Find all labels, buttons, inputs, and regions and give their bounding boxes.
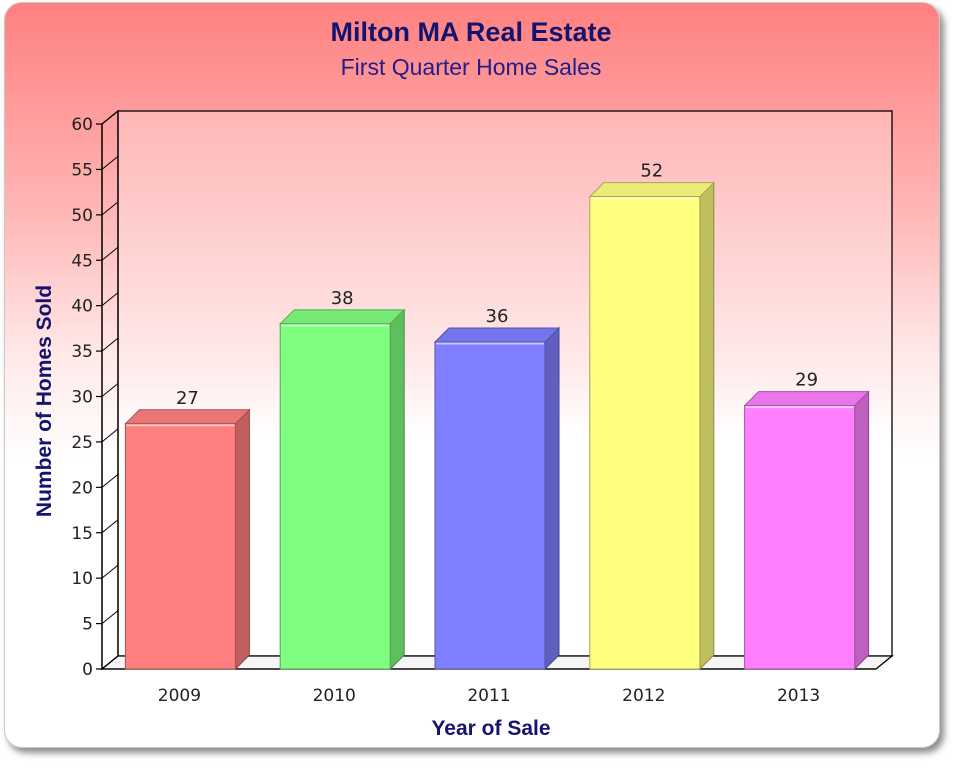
bar-2010	[279, 323, 391, 670]
y-tick-diagonal	[101, 156, 119, 170]
bar-2009	[124, 423, 236, 670]
y-tick-label: 45	[71, 251, 93, 271]
bar-top-2009	[124, 409, 251, 425]
y-tick-label: 25	[71, 433, 93, 453]
y-axis-title: Number of Homes Sold	[33, 285, 56, 517]
x-tick-label-2013: 2013	[777, 686, 820, 706]
y-tick-diagonal	[101, 383, 119, 397]
bar-side-2013	[854, 390, 870, 671]
x-tick-label-2009: 2009	[158, 686, 201, 706]
bar-2012	[589, 196, 701, 670]
y-tick-label: 15	[71, 524, 93, 544]
y-tick-diagonal	[101, 201, 119, 216]
bar-side-2012	[699, 181, 715, 671]
x-axis-title: Year of Sale	[431, 717, 550, 740]
y-tick-diagonal	[101, 473, 119, 488]
x-tick-label-2011: 2011	[467, 686, 510, 706]
bar-side-2010	[389, 308, 405, 671]
bar-top-2010	[278, 309, 406, 325]
bar-top-2013	[743, 391, 870, 407]
y-tick-diagonal	[101, 428, 119, 443]
bar-side-2011	[544, 326, 560, 671]
bar-chart: Milton MA Real Estate First Quarter Home…	[33, 17, 894, 740]
y-tick-label: 5	[82, 615, 93, 635]
y-tick-diagonal	[101, 655, 119, 670]
chart-panel: Milton MA Real Estate First Quarter Home…	[4, 2, 940, 748]
y-tick-diagonal	[101, 610, 119, 624]
chart-subtitle: First Quarter Home Sales	[341, 54, 602, 80]
bar-top-2012	[588, 182, 716, 198]
x-tick-label-2012: 2012	[622, 686, 665, 706]
y-tick-diagonal	[101, 519, 119, 534]
data-label-2010: 38	[331, 288, 354, 309]
y-tick-label: 10	[71, 569, 93, 589]
y-tick-diagonal	[101, 337, 119, 352]
y-tick-diagonal	[101, 110, 119, 125]
data-label-2011: 36	[486, 306, 509, 327]
bar-2013	[744, 405, 856, 670]
y-tick-label: 50	[71, 206, 93, 226]
y-tick-diagonal	[101, 564, 119, 579]
data-label-2012: 52	[640, 161, 663, 182]
y-tick-label: 35	[71, 342, 93, 362]
y-tick-label: 30	[71, 388, 93, 408]
data-label-2013: 29	[795, 370, 818, 391]
chart-title: Milton MA Real Estate	[330, 17, 611, 47]
y-tick-diagonal	[101, 246, 119, 261]
y-tick-label: 0	[82, 660, 93, 680]
x-tick-label-2010: 2010	[313, 686, 356, 706]
bar-top-2011	[433, 327, 561, 343]
y-tick-label: 40	[71, 297, 93, 317]
data-label-2009: 27	[176, 388, 199, 409]
y-tick-label: 60	[71, 115, 93, 135]
y-tick-label: 55	[71, 160, 93, 180]
y-tick-diagonal	[101, 292, 119, 307]
y-tick-label: 20	[71, 478, 93, 498]
bar-2011	[434, 341, 546, 670]
bar-side-2009	[234, 408, 250, 671]
